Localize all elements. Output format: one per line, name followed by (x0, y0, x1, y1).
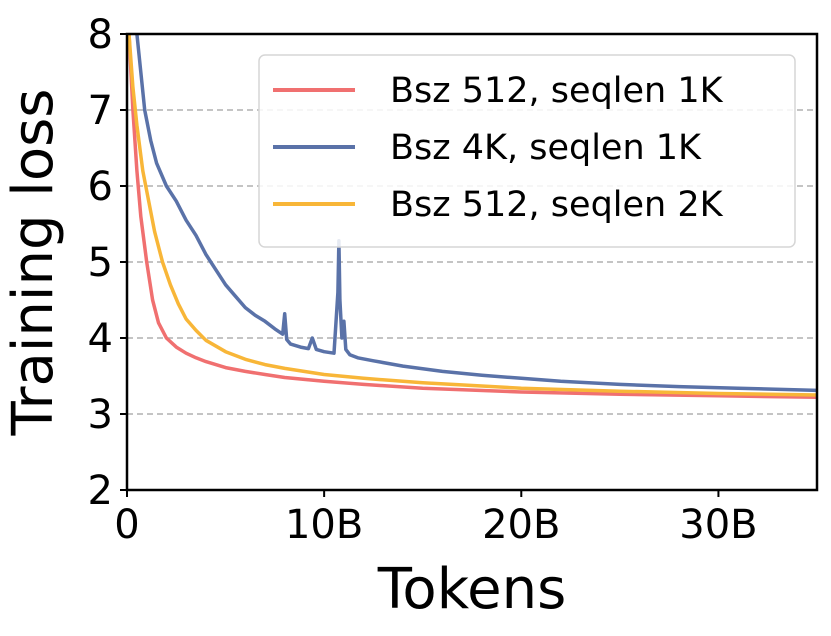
series-lines (127, 34, 817, 400)
legend: Bsz 512, seqlen 1K Bsz 4K, seqlen 1K Bsz 5… (258, 54, 796, 248)
x-tick-label: 10B (285, 502, 363, 548)
y-tick-label: 8 (88, 12, 113, 58)
legend-box (258, 54, 796, 248)
y-tick-label: 6 (88, 164, 113, 210)
x-axis-label: Tokens (377, 557, 567, 622)
y-tick-label: 5 (88, 240, 113, 286)
legend-label: Bsz 512, seqlen 1K (390, 71, 724, 111)
legend-label: Bsz 4K, seqlen 1K (390, 128, 702, 168)
axis-ticks: 0 10B 20B 30B 2 3 4 5 6 7 8 (88, 12, 758, 548)
x-tick-label: 30B (679, 502, 757, 548)
y-tick-label: 2 (88, 468, 113, 514)
legend-label: Bsz 512, seqlen 2K (390, 185, 724, 225)
y-tick-label: 3 (88, 392, 113, 438)
x-tick-label: 0 (114, 502, 139, 548)
y-axis-label: Training loss (1, 89, 66, 437)
series-line-1 (127, 34, 817, 400)
series-line-3 (127, 34, 817, 397)
x-tick-label: 20B (482, 502, 560, 548)
y-tick-label: 7 (88, 88, 113, 134)
series-line-2 (135, 34, 817, 393)
y-tick-label: 4 (88, 316, 113, 362)
